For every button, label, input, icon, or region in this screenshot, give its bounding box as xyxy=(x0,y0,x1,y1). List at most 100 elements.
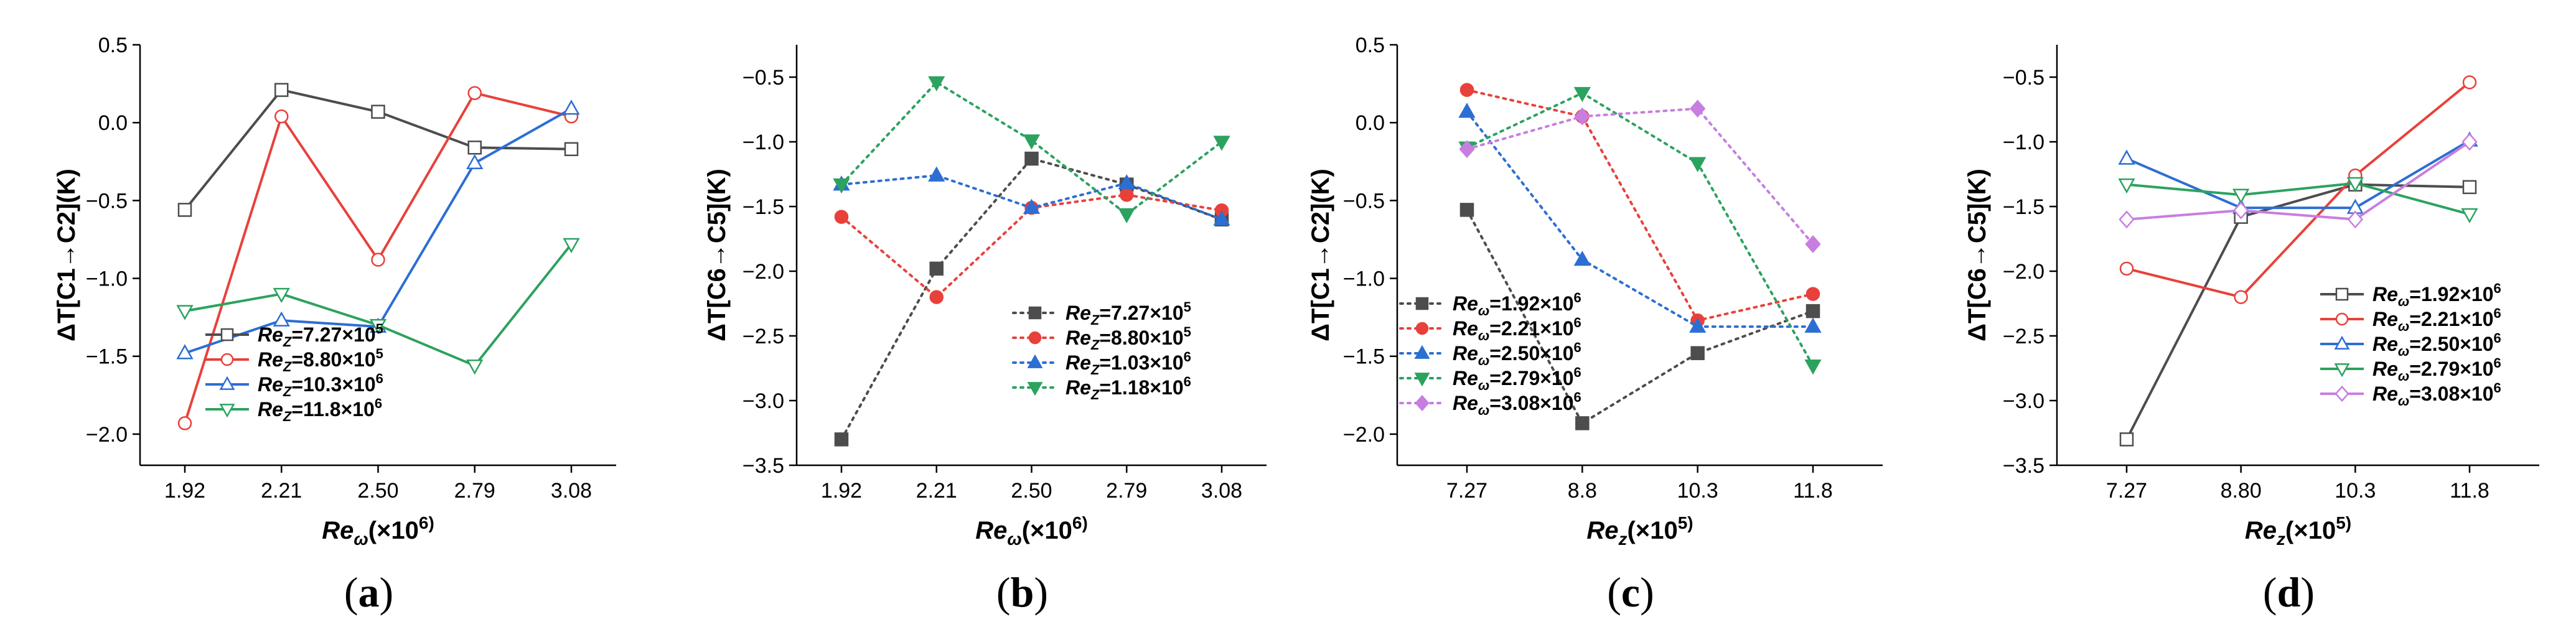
chart-panel-4: −0.5 −1.0 −1.5 −2.0 −2.5 −3.0 −3.5 7.27 8.80 10.3… xyxy=(1964,45,2539,616)
x-tick-label: 2.79 xyxy=(1106,479,1147,503)
data-point xyxy=(1806,304,1820,318)
y-tick-label: −1.0 xyxy=(1343,267,1385,291)
legend-label: ReZ=10.3×106 xyxy=(258,371,383,399)
legend-label: Reω=3.08×106 xyxy=(1453,389,1581,418)
data-point xyxy=(1574,107,1590,126)
y-tick-label: −2.0 xyxy=(86,423,128,447)
legend-label: Reω=2.50×106 xyxy=(2372,330,2501,359)
x-tick-label: 7.27 xyxy=(1446,479,1487,503)
x-tick-label: 2.79 xyxy=(454,479,495,503)
legend-marker xyxy=(1028,331,1042,345)
data-point xyxy=(371,104,385,119)
data-point xyxy=(928,166,945,182)
data-point xyxy=(1118,208,1135,224)
series-line xyxy=(2126,182,2470,216)
y-tick-label: −1.5 xyxy=(742,195,784,219)
data-point xyxy=(2461,132,2478,151)
x-tick-label: 2.21 xyxy=(261,479,302,503)
panel-label: (c) xyxy=(1607,569,1654,616)
y-tick-label: −3.0 xyxy=(2003,389,2044,413)
y-tick-label: 0.5 xyxy=(1356,34,1385,57)
data-point xyxy=(564,142,579,156)
data-point xyxy=(466,360,484,375)
y-tick-label: −2.0 xyxy=(742,260,784,284)
panel-label: (a) xyxy=(344,569,393,616)
x-tick-label: 3.08 xyxy=(551,479,592,503)
series-line xyxy=(2126,141,2471,221)
y-tick-label: −2.0 xyxy=(2003,260,2044,284)
x-tick-label: 11.8 xyxy=(2450,479,2489,503)
data-point xyxy=(1023,134,1041,150)
legend-label: ReZ=11.8×106 xyxy=(258,396,382,424)
x-axis-title: Rez(×105) xyxy=(1586,513,1693,549)
data-point xyxy=(2232,188,2250,204)
panel-label: (d) xyxy=(2263,569,2315,616)
chart-panel-2: −0.5 −1.0 −1.5 −2.0 −2.5 −3.0 −3.5 1.92 2.21 2.50… xyxy=(703,45,1267,616)
y-tick-label: 0.0 xyxy=(1356,111,1385,135)
x-tick-label: 2.21 xyxy=(916,479,957,503)
x-tick-label: 2.50 xyxy=(357,479,398,503)
y-tick-label: −1.5 xyxy=(1343,345,1385,369)
y-tick-label: −1.0 xyxy=(2003,131,2044,154)
x-tick-label: 3.08 xyxy=(1201,479,1242,503)
data-point xyxy=(2119,432,2134,447)
x-tick-label: 2.50 xyxy=(1011,479,1052,503)
data-point xyxy=(1024,151,1039,166)
data-point xyxy=(1120,188,1134,202)
panel-label: (b) xyxy=(996,569,1048,616)
x-tick-label: 11.8 xyxy=(1793,479,1833,503)
x-tick-label: 10.3 xyxy=(2335,479,2376,503)
data-point xyxy=(273,287,290,304)
y-tick-label: −0.5 xyxy=(1343,189,1385,213)
x-tick-label: 1.92 xyxy=(164,479,205,503)
legend-marker xyxy=(219,376,235,390)
data-point xyxy=(1690,100,1706,118)
legend-marker xyxy=(1415,394,1430,412)
legend-label: Reω=2.79×106 xyxy=(2372,355,2501,384)
legend-label: Reω=1.92×106 xyxy=(1453,290,1581,318)
data-point xyxy=(1689,317,1707,333)
series-line xyxy=(2126,139,2471,210)
data-point xyxy=(1118,174,1135,190)
y-tick-label: −1.0 xyxy=(742,131,784,154)
chart-panel-1: 0.5 0.0 −0.5 −1.0 −1.5 −2.0 1.92 2.21 2.50 2.79 3.… xyxy=(53,34,616,616)
x-axis-title: Reω(×106) xyxy=(975,513,1088,549)
legend-marker xyxy=(1415,322,1429,335)
y-tick-label: −1.5 xyxy=(86,345,128,369)
data-point xyxy=(2461,208,2478,224)
chart-panel-3: 0.5 0.0 −0.5 −1.0 −1.5 −2.0 7.27 8.8 10.3 11.8 Rez… xyxy=(1307,34,1883,616)
y-tick-label: −2.0 xyxy=(1343,423,1385,447)
y-axis-title: ΔT[C1→C2](K) xyxy=(1307,169,1334,341)
y-axis-title: ΔT[C1→C2](K) xyxy=(53,169,80,341)
legend-label: Reω=1.92×106 xyxy=(2372,281,2501,309)
y-tick-label: 0.5 xyxy=(98,34,128,57)
legend-label: ReZ=7.27×105 xyxy=(1066,299,1191,328)
data-point xyxy=(2462,75,2477,90)
legend-marker xyxy=(1027,354,1043,368)
legend-label: ReZ=1.03×106 xyxy=(1066,349,1191,378)
legend-marker xyxy=(2335,385,2349,402)
y-tick-label: −0.5 xyxy=(86,189,128,213)
y-tick-label: −0.5 xyxy=(2003,66,2044,90)
y-tick-label: −1.5 xyxy=(2003,195,2044,219)
data-point xyxy=(176,305,194,320)
data-point xyxy=(1213,210,1230,226)
legend-marker xyxy=(220,328,234,341)
data-point xyxy=(369,318,387,335)
data-point xyxy=(274,109,289,124)
data-point xyxy=(1459,83,1474,97)
data-point xyxy=(2119,210,2135,229)
y-tick-label: 0.0 xyxy=(98,111,128,135)
y-tick-label: −2.5 xyxy=(742,325,784,348)
legend-marker xyxy=(2334,363,2350,378)
series-line xyxy=(1466,110,1814,328)
x-tick-label: 1.92 xyxy=(821,479,862,503)
data-point xyxy=(176,344,194,360)
data-point xyxy=(2234,290,2248,304)
y-tick-label: −3.0 xyxy=(742,389,784,413)
legend-marker xyxy=(1028,306,1042,320)
data-point xyxy=(177,416,192,430)
data-point xyxy=(2233,201,2249,220)
data-point xyxy=(1213,136,1230,151)
